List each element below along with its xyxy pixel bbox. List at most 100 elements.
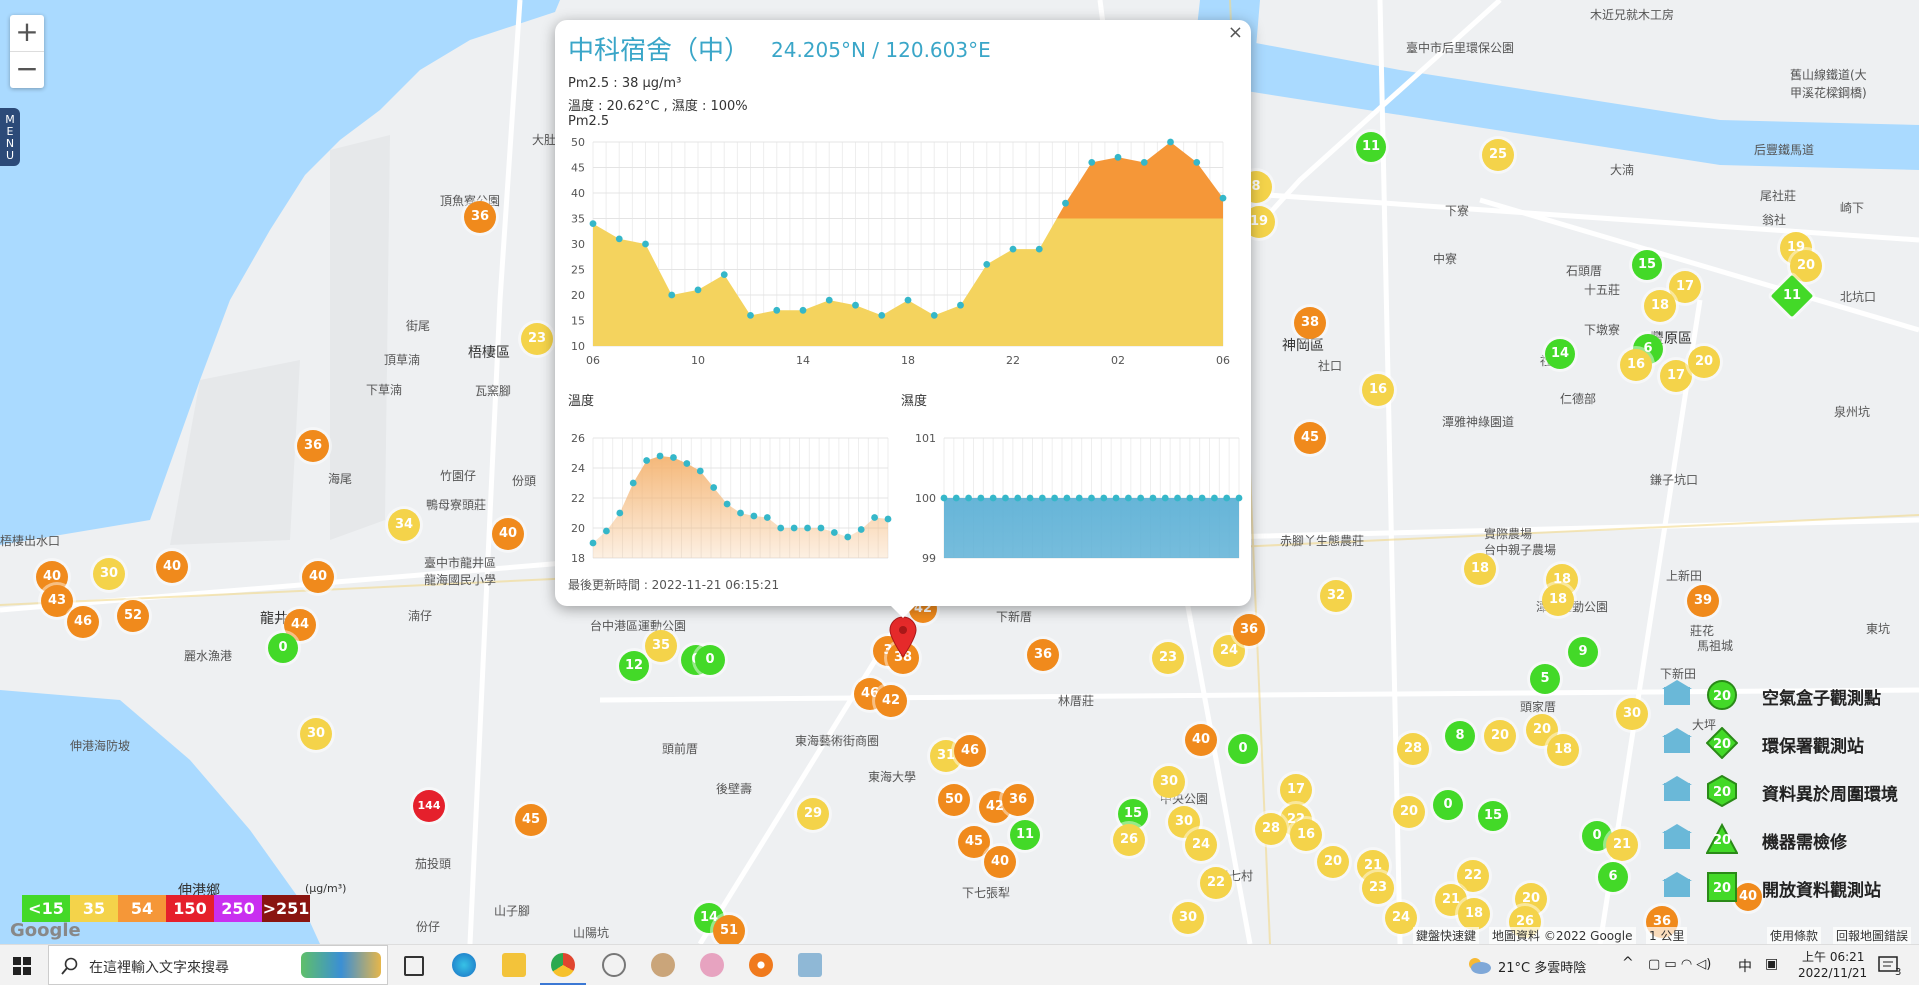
sensor-marker[interactable]: 30 (93, 558, 125, 590)
sensor-marker[interactable]: 22 (1200, 867, 1232, 899)
sensor-marker[interactable]: 20 (1688, 346, 1720, 378)
map-scale[interactable]: 1 公里 (1646, 927, 1688, 944)
report-error-link[interactable]: 回報地圖錯誤 (1833, 927, 1912, 944)
sensor-marker[interactable]: 17 (1280, 774, 1312, 806)
sensor-marker[interactable]: 45 (1294, 422, 1326, 454)
sensor-marker[interactable]: 40 (984, 846, 1016, 878)
sensor-marker[interactable]: 24 (1185, 829, 1217, 861)
3d-app-icon[interactable] (798, 953, 822, 977)
edge-browser-icon[interactable] (452, 953, 476, 977)
sensor-marker[interactable]: 0 (695, 645, 725, 675)
zoom-out-button[interactable]: − (10, 51, 44, 88)
terms-link[interactable]: 使用條款 (1767, 927, 1822, 944)
sensor-marker[interactable]: 40 (1185, 724, 1217, 756)
sensor-marker[interactable]: 50 (938, 784, 970, 816)
sensor-marker[interactable]: 15 (1478, 801, 1508, 831)
sensor-marker[interactable]: 11 (1356, 132, 1386, 162)
blender-icon[interactable] (749, 953, 773, 977)
taskbar-search-box[interactable]: 在這裡輸入文字來搜尋 (48, 945, 388, 985)
sensor-marker[interactable]: 30 (1168, 806, 1200, 838)
sensor-marker[interactable]: 46 (954, 735, 986, 767)
sensor-marker[interactable]: 12 (619, 651, 649, 681)
sensor-marker[interactable]: 5 (1530, 664, 1560, 694)
sensor-marker[interactable]: 22 (1457, 860, 1489, 892)
sensor-marker[interactable]: 30 (1153, 766, 1185, 798)
sensor-marker[interactable]: 15 (1632, 250, 1662, 280)
sensor-marker[interactable]: 40 (302, 561, 334, 593)
sensor-marker[interactable]: 45 (515, 804, 547, 836)
sensor-marker[interactable]: 39 (1687, 585, 1719, 617)
sensor-marker[interactable]: 18 (1458, 898, 1490, 930)
sensor-marker[interactable]: 18 (1644, 290, 1676, 322)
sensor-marker[interactable]: 24 (1385, 902, 1417, 934)
sensor-marker[interactable]: 34 (388, 509, 420, 541)
sensor-marker[interactable]: 36 (464, 201, 496, 233)
sensor-marker[interactable]: 18 (1547, 734, 1579, 766)
sensor-marker[interactable]: 20 (1393, 796, 1425, 828)
sensor-marker[interactable]: 36 (1002, 784, 1034, 816)
sensor-marker[interactable]: 0 (1433, 790, 1463, 820)
sensor-marker[interactable]: 25 (1482, 139, 1514, 171)
sensor-marker[interactable]: 43 (41, 585, 73, 617)
sensor-marker[interactable]: 28 (1255, 813, 1287, 845)
sensor-marker[interactable]: 23 (1362, 872, 1394, 904)
sensor-marker[interactable]: 30 (1172, 902, 1204, 934)
sensor-marker[interactable]: 51 (713, 915, 745, 947)
weather-text[interactable]: 21°C 多雲時陰 (1498, 961, 1587, 976)
sensor-marker[interactable]: 8 (1445, 721, 1475, 751)
popup-close-button[interactable]: × (1227, 22, 1243, 43)
menu-tab[interactable]: M E N U (0, 108, 20, 166)
sensor-marker[interactable]: 9 (1568, 637, 1598, 667)
tray-icons[interactable]: ▢ ▭ ◠ ◁) (1648, 957, 1712, 972)
sensor-marker[interactable]: 36 (1027, 639, 1059, 671)
compass-app-icon[interactable] (602, 953, 626, 977)
sensor-marker[interactable]: 45 (958, 826, 990, 858)
sensor-marker[interactable]: 46 (67, 606, 99, 638)
sensor-marker[interactable]: 18 (1464, 553, 1496, 585)
zoom-in-button[interactable]: + (15, 15, 39, 48)
tool-app-icon[interactable] (700, 953, 724, 977)
sensor-marker[interactable]: 16 (1290, 819, 1322, 851)
sensor-marker[interactable]: 52 (117, 600, 149, 632)
sensor-marker[interactable]: 40 (492, 518, 524, 550)
ime-mode-icon[interactable]: ▣ (1765, 956, 1779, 972)
sensor-marker[interactable]: 38 (1294, 307, 1326, 339)
sensor-marker[interactable]: 11 (1010, 820, 1040, 850)
keyboard-shortcuts-link[interactable]: 鍵盤快速鍵 (1413, 927, 1480, 944)
sensor-marker[interactable]: 16 (1620, 349, 1652, 381)
sensor-marker[interactable]: 23 (1152, 642, 1184, 674)
sensor-marker[interactable]: 32 (1320, 580, 1352, 612)
sensor-marker[interactable]: 36 (1233, 614, 1265, 646)
sensor-marker[interactable]: 144 (413, 790, 445, 822)
sensor-marker[interactable]: 21 (1606, 829, 1638, 861)
clock-date[interactable]: 2022/11/21 (1798, 966, 1868, 980)
file-explorer-icon[interactable] (502, 953, 526, 977)
sensor-marker[interactable]: 14 (1545, 339, 1575, 369)
show-hidden-icons-chevron-up-icon[interactable]: ^ (1622, 955, 1634, 971)
sensor-marker[interactable]: 20 (1484, 720, 1516, 752)
sensor-marker[interactable]: 26 (1113, 824, 1145, 856)
animal-app-icon[interactable] (651, 953, 675, 977)
sensor-marker[interactable]: 6 (1598, 862, 1628, 892)
sensor-marker[interactable]: 0 (268, 633, 298, 663)
sensor-marker[interactable]: 16 (1362, 374, 1394, 406)
sensor-marker[interactable]: 30 (300, 718, 332, 750)
sensor-marker[interactable]: 18 (1542, 584, 1574, 616)
sensor-marker[interactable]: 0 (1228, 734, 1258, 764)
sensor-marker[interactable]: 29 (797, 798, 829, 830)
sensor-marker[interactable]: 20 (1317, 846, 1349, 878)
sensor-marker[interactable]: 36 (297, 430, 329, 462)
windows-start-icon[interactable] (13, 957, 31, 975)
sensor-marker[interactable]: 23 (521, 323, 553, 355)
chrome-browser-icon[interactable] (551, 953, 575, 977)
sensor-marker[interactable]: 35 (645, 630, 677, 662)
sensor-marker[interactable]: 40 (1734, 883, 1762, 911)
location-pin-icon[interactable] (888, 616, 918, 658)
sensor-marker[interactable]: 17 (1660, 360, 1692, 392)
sensor-marker[interactable]: 30 (1616, 698, 1648, 730)
notification-icon[interactable] (1878, 956, 1902, 978)
task-view-icon[interactable] (404, 956, 424, 976)
clock-time[interactable]: 上午 06:21 (1802, 950, 1865, 964)
sensor-marker[interactable]: 42 (875, 685, 907, 717)
sensor-marker[interactable]: 17 (1669, 271, 1701, 303)
